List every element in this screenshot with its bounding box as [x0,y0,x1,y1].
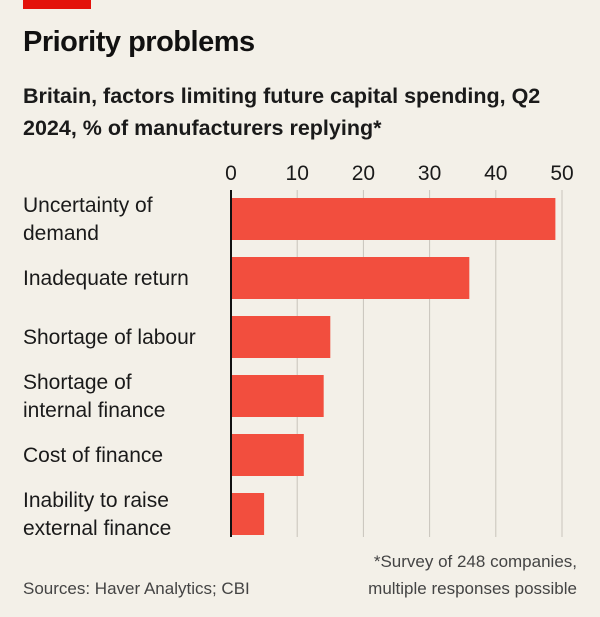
x-tick-label: 20 [352,162,375,185]
x-tick-label: 40 [484,162,507,185]
footnote: *Survey of 248 companies, multiple respo… [368,552,577,598]
category-label: Inability to raise [23,489,169,512]
x-tick-label: 0 [225,162,237,185]
source-note: Sources: Haver Analytics; CBI [23,579,250,598]
brand-accent-bar [23,0,91,9]
category-label: external finance [23,517,171,540]
bar [231,257,470,299]
x-tick-label: 50 [550,162,573,185]
x-tick-label: 10 [286,162,309,185]
chart-subtitle: Britain, factors limiting future capital… [23,84,541,140]
category-label: Shortage of [23,371,132,394]
bar [231,493,265,535]
bar [231,434,304,476]
chart-title: Priority problems [23,26,255,58]
category-label: Cost of finance [23,444,163,467]
bar [231,375,324,417]
category-label: Shortage of labour [23,326,196,349]
bar-chart: 0 10 20 30 40 50 Uncertainty of demand Inadequat… [23,162,574,540]
bar [231,316,331,358]
category-label: internal finance [23,399,165,422]
category-label: Inadequate return [23,267,189,290]
bar [231,198,556,240]
category-label: Uncertainty of [23,194,153,217]
x-tick-label: 30 [418,162,441,185]
category-label: demand [23,222,99,245]
